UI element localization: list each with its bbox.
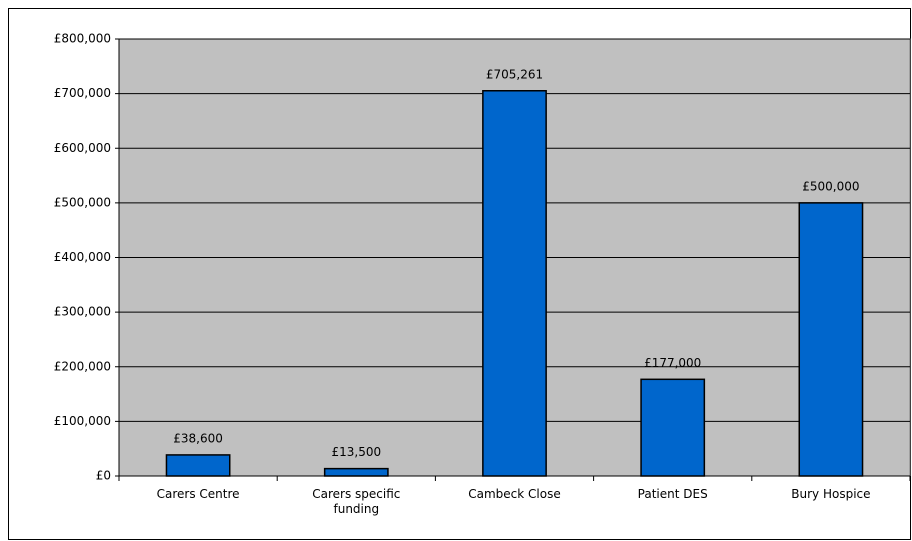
bar	[323, 467, 389, 477]
x-tick-label: Carers specific funding	[312, 487, 401, 516]
y-tick-label: £800,000	[54, 32, 111, 46]
data-label: £13,500	[331, 445, 381, 459]
bar	[165, 454, 231, 477]
x-tick-label: Bury Hospice	[791, 487, 871, 501]
x-tick-label: Carers Centre	[156, 487, 240, 501]
y-tick-label: £400,000	[54, 250, 111, 264]
data-label: £705,261	[486, 67, 543, 81]
data-label: £38,600	[173, 431, 223, 445]
y-tick-label: £300,000	[54, 305, 111, 319]
data-label: £177,000	[644, 356, 701, 370]
y-tick-label: £0	[96, 469, 111, 483]
data-label: £500,000	[802, 179, 859, 193]
y-tick-label: £200,000	[54, 359, 111, 373]
x-tick-label: Cambeck Close	[468, 487, 561, 501]
y-tick-label: £600,000	[54, 141, 111, 155]
bar	[482, 90, 547, 477]
y-tick-label: £100,000	[54, 414, 111, 428]
bar	[640, 378, 706, 477]
y-tick-label: £700,000	[54, 86, 111, 100]
x-tick-label: Patient DES	[637, 487, 708, 501]
bar	[798, 202, 864, 477]
y-tick-label: £500,000	[54, 195, 111, 209]
